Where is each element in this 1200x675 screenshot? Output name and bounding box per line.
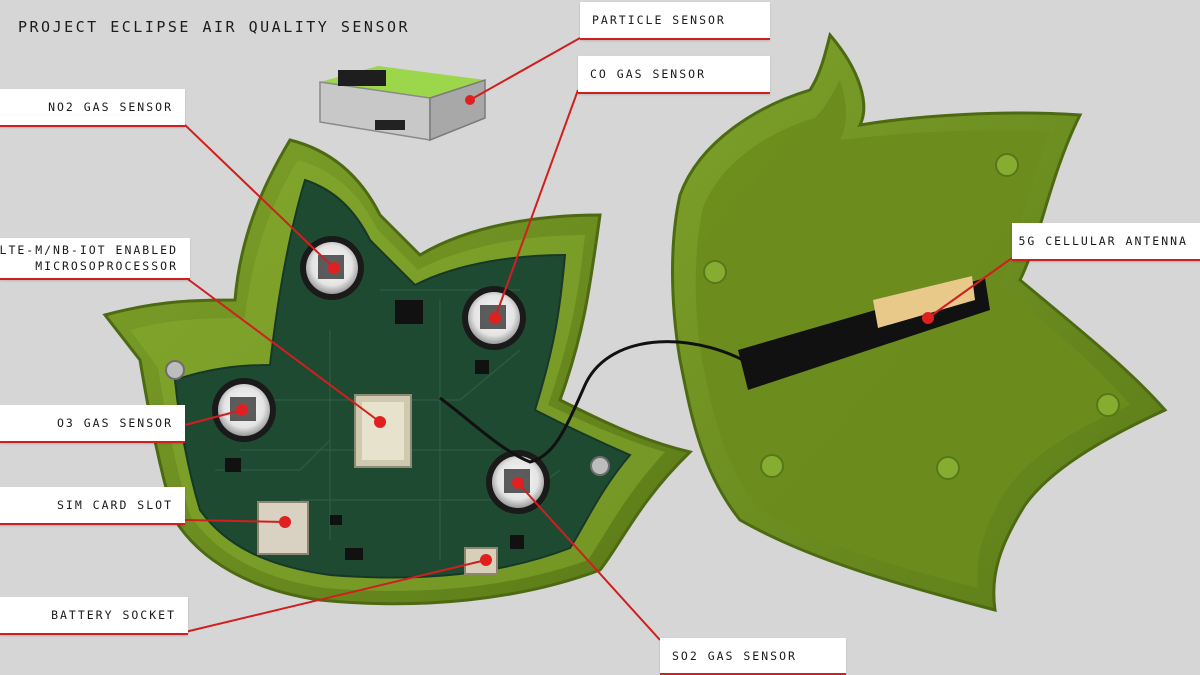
label-battery-socket: BATTERY SOCKET [0,597,188,635]
leader-particle [469,37,581,101]
leader-lte [184,276,381,423]
label-co-gas-sensor-text: CO GAS SENSOR [590,67,707,81]
label-particle-sensor: PARTICLE SENSOR [580,2,770,40]
label-no2-gas-sensor: NO2 GAS SENSOR [0,89,185,127]
leader-so2 [517,482,661,641]
label-so2-gas-sensor-text: SO2 GAS SENSOR [672,648,797,663]
label-lte-line1: LTE-M/NB-IOT ENABLED [0,243,178,257]
leader-sim [184,519,286,523]
page-title: PROJECT ECLIPSE AIR QUALITY SENSOR [18,18,411,36]
leader-no2 [184,124,335,269]
label-5g-antenna-text: 5G CELLULAR ANTENNA [1018,234,1188,248]
label-no2-gas-sensor-text: NO2 GAS SENSOR [48,100,173,114]
microprocessor-module [354,394,412,468]
label-sim-card-slot: SIM CARD SLOT [0,487,185,525]
label-o3-gas-sensor-text: O3 GAS SENSOR [56,416,173,430]
label-lte-microprocessor: LTE-M/NB-IOT ENABLED MICROSOPROCESSOR [0,238,190,280]
leader-dots [236,95,934,566]
label-sim-card-slot-text: SIM CARD SLOT [56,498,173,512]
leader-antenna [927,257,1013,319]
label-battery-socket-text: BATTERY SOCKET [51,608,176,622]
label-particle-sensor-text: PARTICLE SENSOR [592,13,726,27]
label-so2-gas-sensor: SO2 GAS SENSOR [660,638,846,675]
leader-o3 [184,409,243,426]
label-o3-gas-sensor: O3 GAS SENSOR [0,405,185,443]
leader-co [494,89,579,319]
label-5g-antenna: 5G CELLULAR ANTENNA [1012,223,1200,261]
label-co-gas-sensor: CO GAS SENSOR [578,56,770,94]
leader-lines [184,37,1013,641]
sim-card-slot-element [257,501,309,555]
label-lte-line2: MICROSOPROCESSOR [35,259,178,273]
particle-sensor-module [319,66,486,142]
antenna-element [738,276,990,390]
leader-battery [184,559,487,633]
antenna-cable [439,340,761,464]
